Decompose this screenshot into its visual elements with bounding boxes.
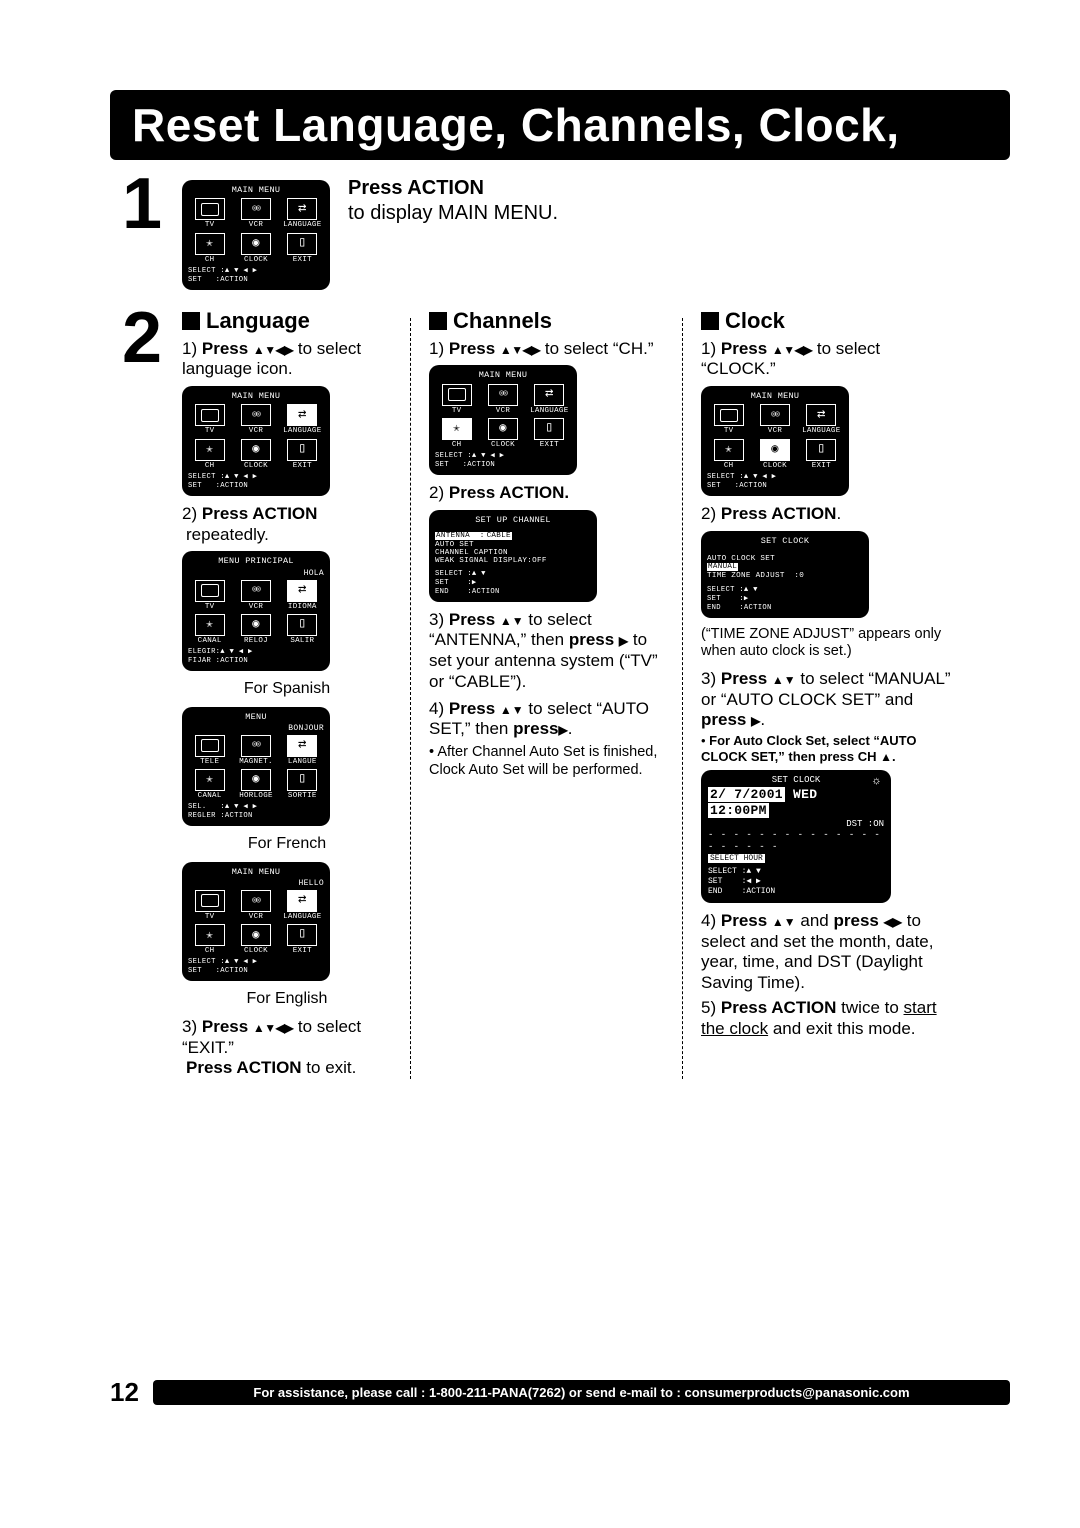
column-divider — [410, 318, 411, 1079]
tv-icon — [448, 388, 466, 401]
caption-english: For English — [182, 989, 392, 1009]
arrows-updown-icon — [772, 911, 796, 930]
title-bar: Reset Language, Channels, Clock, — [110, 90, 1010, 160]
vcr-icon — [252, 897, 260, 906]
language-icon — [298, 583, 307, 598]
page: Reset Language, Channels, Clock, 1 MAIN … — [110, 90, 1010, 1079]
channel-icon — [206, 237, 214, 250]
vcr-icon — [252, 205, 260, 214]
caption-spanish: For Spanish — [182, 679, 392, 699]
page-number: 12 — [110, 1377, 139, 1408]
language-icon — [545, 387, 554, 402]
tv-icon — [720, 409, 738, 422]
arrow-right-icon — [751, 710, 760, 729]
assistance-bar: For assistance, please call : 1-800-211-… — [153, 1380, 1010, 1405]
clock-column: Clock 1) Press to select “CLOCK.” MAIN M… — [701, 308, 956, 1040]
clock-icon — [252, 443, 260, 456]
channel-icon — [206, 929, 214, 942]
language-icon — [298, 408, 307, 423]
language-icon — [298, 893, 307, 908]
arrows-leftright-icon — [884, 911, 902, 930]
clock-icon — [252, 929, 260, 942]
language-icon — [298, 202, 307, 217]
clock-icon — [252, 237, 260, 250]
osd-title: MAIN MENU — [188, 186, 324, 195]
step-2-number: 2 — [110, 308, 174, 369]
arrows-updown-icon — [772, 669, 796, 688]
osd-setup-clock: SET CLOCK AUTO CLOCK SET MANUAL TIME ZON… — [701, 531, 869, 618]
osd-main-menu: MAIN MENU TV VCR LANGUAGE CH CLOCK EXIT … — [182, 180, 330, 290]
exit-icon — [298, 617, 307, 632]
channel-icon — [725, 443, 733, 456]
exit-icon — [545, 421, 554, 436]
osd-main-menu-french: MENU BONJOUR TELE MAGNET. LANGUE CANAL H… — [182, 707, 330, 827]
square-bullet-icon — [701, 312, 719, 330]
channel-icon — [206, 773, 214, 786]
caption-french: For French — [182, 834, 392, 854]
osd-setup-channel: SET UP CHANNEL ANTENNA :CABLE AUTO SET C… — [429, 510, 597, 602]
step-1-number: 1 — [110, 174, 174, 235]
channel-icon — [206, 618, 214, 631]
language-icon — [817, 408, 826, 423]
clock-icon — [252, 773, 260, 786]
step-1: 1 MAIN MENU TV VCR LANGUAGE CH CLOCK EXI… — [110, 174, 1010, 298]
osd-main-menu-ch-hl: MAIN MENU TV VCR LANGUAGE CH CLOCK EXIT … — [429, 365, 577, 475]
exit-icon — [298, 927, 307, 942]
channel-icon — [206, 443, 214, 456]
clock-icon — [771, 443, 779, 456]
vcr-icon — [499, 390, 507, 399]
arrows-icon — [772, 339, 812, 358]
arrows-updown-icon — [500, 610, 524, 629]
osd-main-menu-spanish: MENU PRINCIPAL HOLA TV VCR IDIOMA CANAL … — [182, 551, 330, 671]
channel-icon — [453, 422, 461, 435]
exit-icon — [298, 772, 307, 787]
page-title: Reset Language, Channels, Clock, — [132, 98, 988, 152]
channels-column: Channels 1) Press to select “CH.” MAIN M… — [429, 308, 664, 779]
language-heading: Language — [182, 308, 392, 335]
arrow-up-icon — [880, 749, 892, 764]
tv-icon — [201, 409, 219, 422]
arrows-icon — [500, 339, 540, 358]
page-footer: 12 For assistance, please call : 1-800-2… — [110, 1377, 1010, 1408]
arrows-icon — [253, 339, 293, 358]
vcr-icon — [252, 586, 260, 595]
column-divider — [682, 318, 683, 1079]
tv-icon — [201, 203, 219, 216]
exit-icon — [298, 442, 307, 457]
vcr-icon — [252, 741, 260, 750]
square-bullet-icon — [182, 312, 200, 330]
clock-heading: Clock — [701, 308, 956, 335]
arrow-right-icon — [558, 719, 567, 738]
exit-icon — [298, 236, 307, 251]
clock-note: (“TIME ZONE ADJUST” appears only when au… — [701, 626, 956, 661]
sun-icon: ☼ — [873, 774, 880, 789]
step-1-text: Press ACTION to display MAIN MENU. — [348, 174, 558, 226]
exit-icon — [817, 442, 826, 457]
osd-main-menu-english: MAIN MENU HELLO TV VCR LANGUAGE CH CLOCK… — [182, 862, 330, 982]
arrows-icon — [253, 1017, 293, 1036]
arrow-right-icon — [619, 630, 628, 649]
language-icon — [298, 738, 307, 753]
arrows-updown-icon — [500, 699, 524, 718]
step-2: 2 Language 1) Press to select language i… — [110, 308, 1010, 1079]
vcr-icon — [252, 411, 260, 420]
vcr-icon — [771, 411, 779, 420]
osd-main-menu-lang-hl: MAIN MENU TV VCR LANGUAGE CH CLOCK EXIT … — [182, 386, 330, 496]
channels-heading: Channels — [429, 308, 664, 335]
tv-icon — [201, 584, 219, 597]
clock-icon — [499, 422, 507, 435]
tv-icon — [201, 894, 219, 907]
square-bullet-icon — [429, 312, 447, 330]
clock-icon — [252, 618, 260, 631]
language-column: Language 1) Press to select language ico… — [182, 308, 392, 1079]
tv-icon — [201, 739, 219, 752]
osd-set-clock-display: SET CLOCK☼ 2/ 7/2001 WED 12:00PM DST :ON… — [701, 770, 891, 903]
osd-main-menu-clock-hl: MAIN MENU TV VCR LANGUAGE CH CLOCK EXIT … — [701, 386, 849, 496]
